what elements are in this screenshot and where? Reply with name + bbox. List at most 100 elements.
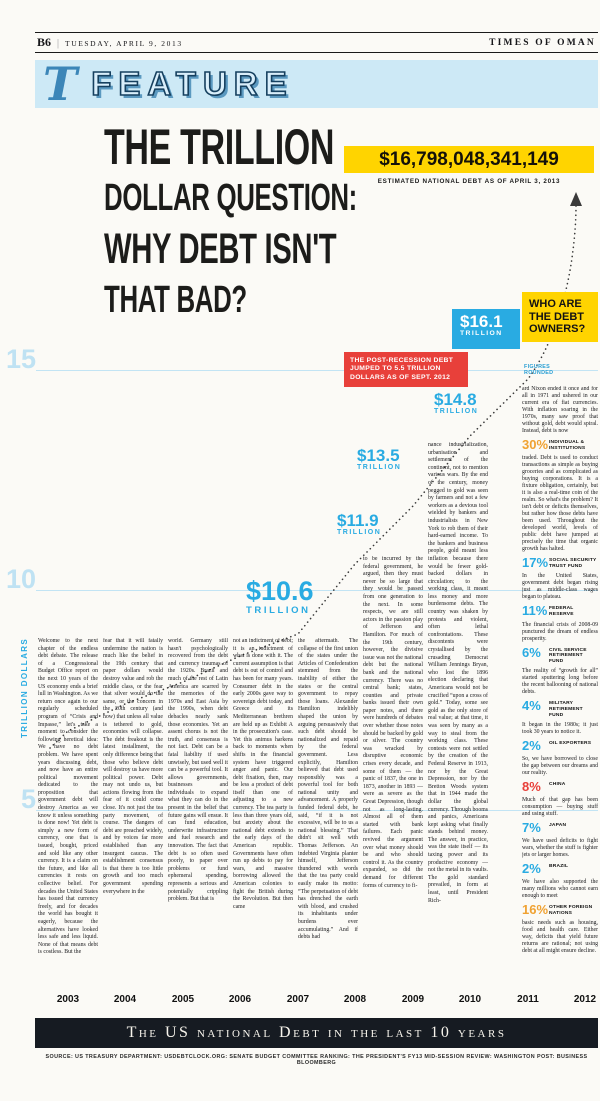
article-column-2: fear that it will fatally undermine the … <box>103 638 163 895</box>
stat-label: MILITARY RETIREMENT FUND <box>549 701 583 718</box>
debt-owner-stat: 6% CIVIL SERVICE RETIREMENT FUND <box>522 646 598 665</box>
debt-owner-stat: 7% JAPAN <box>522 821 598 834</box>
stat-label: OIL EXPORTERS <box>549 741 592 747</box>
stat-percentage: 7% <box>522 820 541 836</box>
debt-owner-stat: 2% OIL EXPORTERS <box>522 739 598 752</box>
headline-line: DOLLAR QUESTION: <box>104 177 357 219</box>
masthead: B6 | TUESDAY, APRIL 9, 2013 TIMES OF OMA… <box>35 32 598 53</box>
year-tick: 2009 <box>401 994 425 1005</box>
rail-text: So, we have borrowed to close the gap be… <box>522 756 598 777</box>
x-axis-years: 2003 2004 2005 2006 2007 2008 2009 2010 … <box>0 994 600 1008</box>
rail-text: Much of that gap has been consumption — … <box>522 797 598 818</box>
debt-owners-title: WHO ARE THE DEBT OWNERS? <box>522 292 598 342</box>
year-tick: 2012 <box>573 994 597 1005</box>
recession-callout: THE POST-RECESSION DEBT JUMPED TO 5.5 TR… <box>344 352 468 388</box>
section-title: FEATURE <box>90 64 294 103</box>
rail-text: It began in the 1980s; it just took 30 y… <box>522 722 598 736</box>
year-tick: 2008 <box>343 994 367 1005</box>
stat-percentage: 6% <box>522 644 541 660</box>
year-tick: 2010 <box>458 994 482 1005</box>
rail-text: ard Nixon ended it once and for all in 1… <box>522 386 598 434</box>
debt-owner-stat: 17% SOCIAL SECURITY TRUST FUND <box>522 556 598 569</box>
rail-text: The reality of “growth for all” started … <box>522 668 598 696</box>
debt-owner-stat: 16% OTHER FOREIGN NATIONS <box>522 903 598 916</box>
debt-owner-stat: 2% BRAZIL <box>522 862 598 875</box>
feature-band: T FEATURE <box>35 60 598 108</box>
rail-text: The financial crisis of 2008-09 puncture… <box>522 621 598 642</box>
debt-owner-stat: 4% MILITARY RETIREMENT FUND <box>522 699 598 718</box>
gridline-5 <box>36 810 598 811</box>
year-tick: 2007 <box>286 994 310 1005</box>
stat-label: CHINA <box>549 782 566 788</box>
issue-date: TUESDAY, APRIL 9, 2013 <box>65 39 183 48</box>
stat-percentage: 17% <box>522 555 549 571</box>
debt-owner-stat: 30% INDIVIDUAL & INSTITUTIONS <box>522 438 598 451</box>
stat-label: SOCIAL SECURITY TRUST FUND <box>549 558 597 569</box>
rail-text: traded. Debt is used to conduct transact… <box>522 455 598 553</box>
rail-text: We have used deficits to fight wars, whe… <box>522 838 598 859</box>
stat-percentage: 2% <box>522 861 541 877</box>
article-column-7: nance industrialization, urbanisation an… <box>428 442 488 904</box>
masthead-divider: | <box>57 38 60 49</box>
y-axis-label: TRILLION DOLLARS <box>20 637 29 738</box>
article-column-1: Welcome to the next chapter of the endle… <box>38 638 98 956</box>
debt-label-2010: $13.5 TRILLION <box>357 447 401 471</box>
gridline-10 <box>36 590 598 591</box>
debt-label-2008: $10.6 TRILLION <box>246 576 314 617</box>
article-column-5: the aftermath. The collapse of the first… <box>298 638 358 941</box>
year-tick: 2011 <box>517 994 539 1005</box>
debt-unit: TRILLION <box>434 408 479 415</box>
year-tick: 2006 <box>228 994 252 1005</box>
debt-label-2011: $14.8 TRILLION <box>434 391 478 415</box>
masthead-left: B6 | TUESDAY, APRIL 9, 2013 <box>37 35 183 50</box>
page-number: B6 <box>37 35 52 49</box>
debt-value: $11.9 <box>337 511 379 530</box>
headline-line: WHY DEBT ISN'T <box>104 225 337 273</box>
stat-percentage: 8% <box>522 779 541 795</box>
article-column-4: not an indictment of debt; it is an indi… <box>233 638 293 910</box>
y-tick-5: 5 <box>20 784 36 814</box>
stat-label: FEDERAL RESERVE <box>549 606 574 617</box>
debt-unit: TRILLION <box>460 330 503 337</box>
headline-line: THAT BAD? <box>104 279 247 321</box>
year-tick: 2005 <box>171 994 195 1005</box>
stat-label: BRAZIL <box>549 864 569 870</box>
national-debt-total: $16,798,048,341,149 <box>344 146 594 173</box>
article-rail-column: ard Nixon ended it once and for all in 1… <box>522 386 598 1012</box>
debt-value: $14.8 <box>434 390 477 409</box>
gridline-15 <box>36 370 598 371</box>
debt-value: $16.1 <box>460 312 503 331</box>
year-tick: 2004 <box>113 994 137 1005</box>
curve-arrowhead-icon <box>570 192 582 206</box>
debt-unit: TRILLION <box>337 529 382 536</box>
year-tick: 2003 <box>56 994 80 1005</box>
chart-title-banner: The US national Debt in the last 10 year… <box>35 1018 598 1048</box>
debt-owner-stat: 11% FEDERAL RESERVE <box>522 604 598 617</box>
debt-value: $13.5 <box>357 446 400 465</box>
stat-label: CIVIL SERVICE RETIREMENT FUND <box>549 647 587 664</box>
stat-percentage: 4% <box>522 698 541 714</box>
stat-label: JAPAN <box>549 823 567 829</box>
y-tick-10: 10 <box>5 564 36 594</box>
debt-unit: TRILLION <box>246 605 311 616</box>
rail-text: In the United States, government debt be… <box>522 573 598 601</box>
figures-rounded-note: FIGURES ROUNDED <box>524 364 554 377</box>
stat-percentage: 16% <box>522 902 549 918</box>
headline-line: THE TRILLION <box>104 119 335 175</box>
debt-value: $10.6 <box>246 576 314 606</box>
stat-percentage: 11% <box>522 603 548 619</box>
rail-text: basic needs such as housing, food and he… <box>522 920 598 955</box>
debt-label-2012-box: $16.1 TRILLION <box>452 309 520 349</box>
debt-label-2009: $11.9 TRILLION <box>337 512 381 536</box>
stat-label: INDIVIDUAL & INSTITUTIONS <box>549 440 586 451</box>
debt-owner-stat: 8% CHINA <box>522 780 598 793</box>
stat-percentage: 2% <box>522 738 541 754</box>
y-tick-15: 15 <box>5 344 36 374</box>
debt-unit: TRILLION <box>357 464 402 471</box>
main-headline: THE TRILLION DOLLAR QUESTION: WHY DEBT I… <box>104 122 357 326</box>
national-debt-caption: ESTIMATED NATIONAL DEBT AS OF APRIL 3, 2… <box>377 178 561 185</box>
times-of-oman-emblem-icon: T <box>43 57 78 111</box>
source-line: SOURCE: US TREASURY DEPARTMENT: USDEBTCL… <box>45 1054 588 1066</box>
rail-text: We have also supported the many millions… <box>522 879 598 900</box>
